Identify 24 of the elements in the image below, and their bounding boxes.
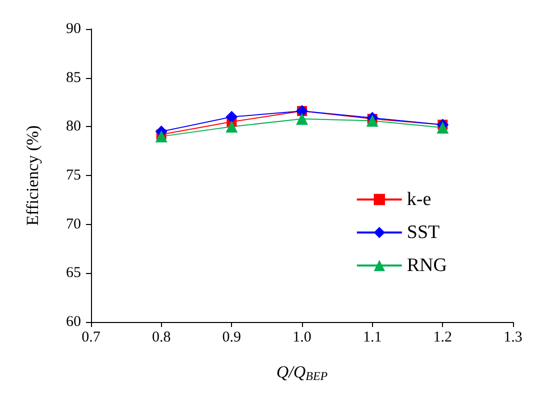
point (226, 120, 238, 133)
legend-label: RNG (406, 255, 448, 276)
x-tick-label: 0.8 (152, 330, 171, 346)
x-tick-label: 1.2 (433, 330, 452, 346)
legend-label: SST (406, 222, 440, 243)
x-tick-label: 1.3 (504, 330, 522, 346)
x-tick-label: 0.9 (222, 330, 242, 346)
point (366, 114, 378, 127)
point (296, 112, 308, 125)
y-axis-title: Efficiency (%) (23, 125, 42, 226)
point (226, 110, 238, 123)
y-tick-label: 90 (66, 21, 81, 37)
y-tick-label: 70 (66, 216, 81, 232)
y-tick-label: 75 (66, 168, 81, 184)
point (155, 130, 168, 142)
x-tick-label: 0.7 (82, 330, 101, 346)
point (436, 122, 449, 134)
y-tick-label: 65 (66, 265, 81, 282)
y-tick-label: 60 (66, 314, 81, 330)
legend-label: k-e (406, 189, 432, 210)
y-tick-label: 85 (66, 70, 81, 86)
x-tick-label: 1.1 (362, 330, 382, 346)
x-tick-label: 1.0 (292, 330, 312, 346)
y-tick-label: 80 (66, 118, 81, 135)
